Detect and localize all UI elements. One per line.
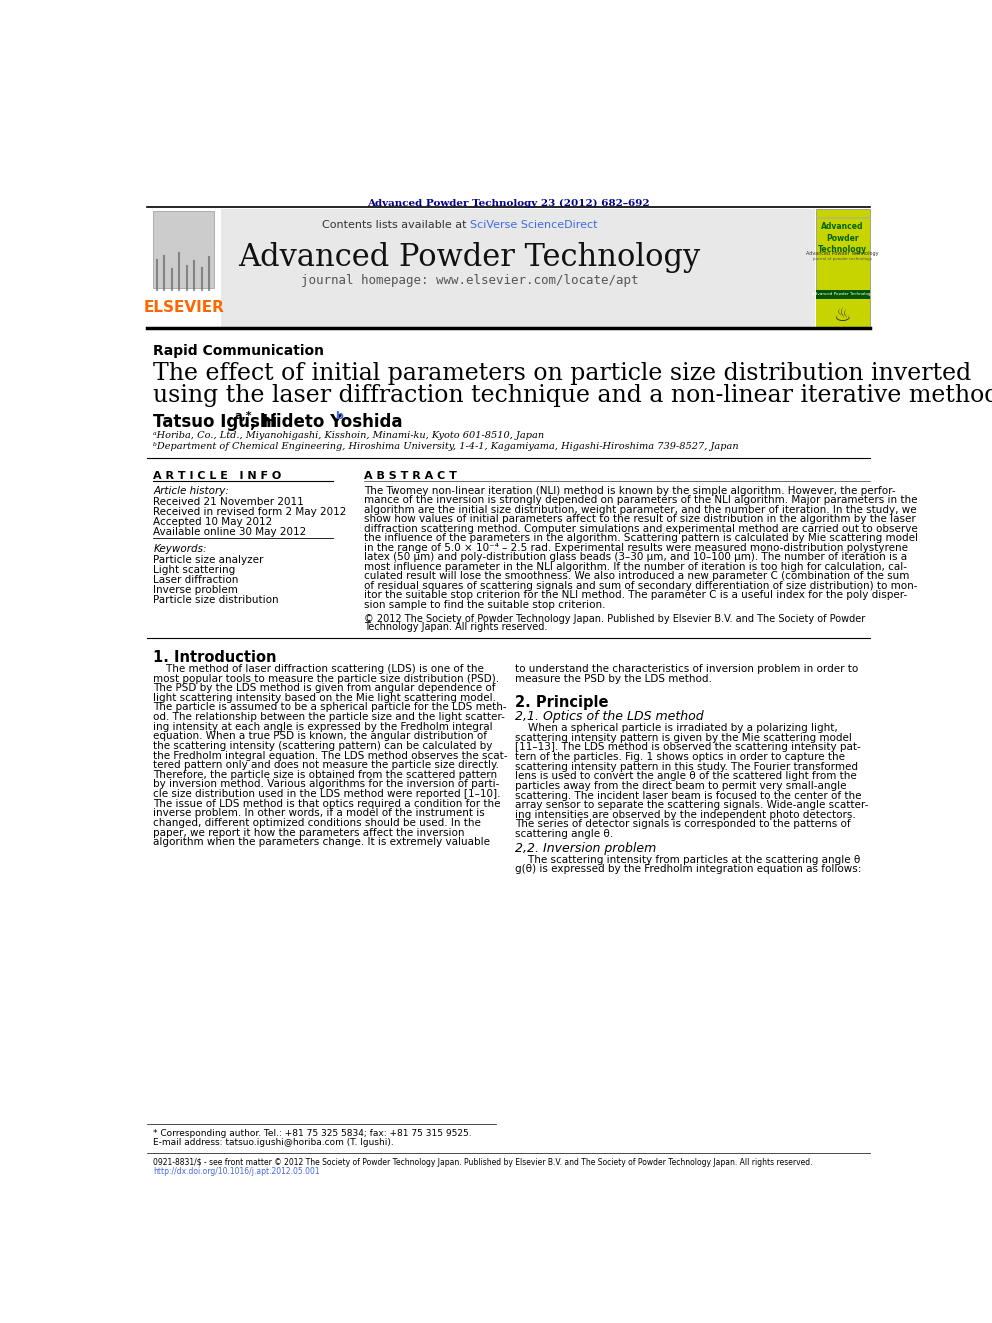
Text: the influence of the parameters in the algorithm. Scattering pattern is calculat: the influence of the parameters in the a… (364, 533, 919, 544)
Text: Light scattering: Light scattering (154, 565, 236, 574)
Bar (816, 209, 870, 328)
Text: The PSD by the LDS method is given from angular dependence of: The PSD by the LDS method is given from … (154, 683, 496, 693)
Text: Advanced Powder Technology: Advanced Powder Technology (238, 242, 700, 273)
Text: The Twomey non-linear iteration (NLI) method is known by the simple algorithm. H: The Twomey non-linear iteration (NLI) me… (364, 486, 896, 496)
Text: Particle size distribution: Particle size distribution (154, 594, 279, 605)
Text: sion sample to find the suitable stop criterion.: sion sample to find the suitable stop cr… (364, 599, 606, 610)
Text: tern of the particles. Fig. 1 shows optics in order to capture the: tern of the particles. Fig. 1 shows opti… (516, 751, 845, 762)
Text: equation. When a true PSD is known, the angular distribution of: equation. When a true PSD is known, the … (154, 732, 487, 741)
Text: Rapid Communication: Rapid Communication (154, 344, 324, 357)
Text: ing intensity at each angle is expressed by the Fredholm integral: ing intensity at each angle is expressed… (154, 721, 493, 732)
Text: Tatsuo Igushi: Tatsuo Igushi (154, 413, 278, 431)
Text: Therefore, the particle size is obtained from the scattered pattern: Therefore, the particle size is obtained… (154, 770, 498, 779)
Text: paper, we report it how the parameters affect the inversion: paper, we report it how the parameters a… (154, 827, 465, 837)
Text: http://dx.doi.org/10.1016/j.apt.2012.05.001: http://dx.doi.org/10.1016/j.apt.2012.05.… (154, 1167, 320, 1176)
Text: Laser diffraction: Laser diffraction (154, 574, 239, 585)
Text: scattering intensity pattern in this study. The Fourier transformed: scattering intensity pattern in this stu… (516, 762, 858, 771)
Text: Article history:: Article history: (154, 486, 229, 496)
Bar (816, 299, 870, 328)
Text: by inversion method. Various algorithms for the inversion of parti-: by inversion method. Various algorithms … (154, 779, 500, 790)
Text: E-mail address: tatsuo.igushi@horiba.com (T. Igushi).: E-mail address: tatsuo.igushi@horiba.com… (154, 1138, 394, 1147)
Text: algorithm are the initial size distribution, weight parameter, and the number of: algorithm are the initial size distribut… (364, 505, 917, 515)
Text: Advanced Powder Technology: Advanced Powder Technology (806, 251, 879, 257)
Text: Received 21 November 2011: Received 21 November 2011 (154, 497, 305, 507)
Text: © 2012 The Society of Powder Technology Japan. Published by Elsevier B.V. and Th: © 2012 The Society of Powder Technology … (364, 614, 865, 624)
Text: scattering. The incident laser beam is focused to the center of the: scattering. The incident laser beam is f… (516, 791, 862, 800)
Text: itor the suitable stop criterion for the NLI method. The parameter C is a useful: itor the suitable stop criterion for the… (364, 590, 908, 601)
Text: Advanced Powder Technology 23 (2012) 682–692: Advanced Powder Technology 23 (2012) 682… (367, 198, 650, 208)
Text: [11–13]. The LDS method is observed the scattering intensity pat-: [11–13]. The LDS method is observed the … (516, 742, 861, 753)
Text: 2,2. Inversion problem: 2,2. Inversion problem (516, 841, 657, 855)
Text: ᵃHoriba, Co., Ltd., Miyanohigashi, Kisshoin, Minami-ku, Kyoto 601-8510, Japan: ᵃHoriba, Co., Ltd., Miyanohigashi, Kissh… (154, 431, 545, 441)
Text: The particle is assumed to be a spherical particle for the LDS meth-: The particle is assumed to be a spherica… (154, 703, 507, 712)
Text: the Fredholm integral equation. The LDS method observes the scat-: the Fredholm integral equation. The LDS … (154, 750, 508, 761)
Text: Keywords:: Keywords: (154, 544, 207, 554)
Text: tered pattern only and does not measure the particle size directly.: tered pattern only and does not measure … (154, 761, 499, 770)
Text: g(θ) is expressed by the Fredholm integration equation as follows:: g(θ) is expressed by the Fredholm integr… (516, 864, 862, 875)
Bar (154, 212, 214, 288)
Text: diffraction scattering method. Computer simulations and experimental method are : diffraction scattering method. Computer … (364, 524, 918, 534)
Text: Particle size analyzer: Particle size analyzer (154, 554, 264, 565)
Text: ᵇDepartment of Chemical Engineering, Hiroshima University, 1-4-1, Kagamiyama, Hi: ᵇDepartment of Chemical Engineering, Hir… (154, 442, 739, 451)
Text: mance of the inversion is strongly depended on parameters of the NLI algorithm. : mance of the inversion is strongly depen… (364, 496, 918, 505)
Text: The method of laser diffraction scattering (LDS) is one of the: The method of laser diffraction scatteri… (154, 664, 484, 673)
Text: the scattering intensity (scattering pattern) can be calculated by: the scattering intensity (scattering pat… (154, 741, 493, 751)
Text: * Corresponding author. Tel.: +81 75 325 5834; fax: +81 75 315 9525.: * Corresponding author. Tel.: +81 75 325… (154, 1129, 472, 1138)
Text: Accepted 10 May 2012: Accepted 10 May 2012 (154, 517, 273, 527)
Text: Technology Japan. All rights reserved.: Technology Japan. All rights reserved. (364, 622, 548, 632)
Text: show how values of initial parameters affect to the result of size distribution : show how values of initial parameters af… (364, 515, 916, 524)
Text: cle size distribution used in the LDS method were reported [1–10].: cle size distribution used in the LDS me… (154, 789, 501, 799)
Text: culated result will lose the smoothness. We also introduced a new parameter C (c: culated result will lose the smoothness.… (364, 572, 910, 581)
Text: 2. Principle: 2. Principle (516, 695, 609, 709)
Text: 1. Introduction: 1. Introduction (154, 650, 277, 665)
Text: scattering angle θ.: scattering angle θ. (516, 830, 614, 839)
Text: latex (50 μm) and poly-distribution glass beads (3–30 μm, and 10–100 μm). The nu: latex (50 μm) and poly-distribution glas… (364, 552, 908, 562)
Text: ing intensities are observed by the independent photo detectors.: ing intensities are observed by the inde… (516, 810, 856, 820)
Text: , Hideto Yoshida: , Hideto Yoshida (250, 413, 402, 431)
Text: most popular tools to measure the particle size distribution (PSD).: most popular tools to measure the partic… (154, 673, 500, 684)
Text: journal homepage: www.elsevier.com/locate/apt: journal homepage: www.elsevier.com/locat… (301, 274, 639, 287)
Text: inverse problem. In other words, if a model of the instrument is: inverse problem. In other words, if a mo… (154, 808, 485, 818)
Text: array sensor to separate the scattering signals. Wide-angle scatter-: array sensor to separate the scattering … (516, 800, 869, 810)
Text: journal of powder technology: journal of powder technology (812, 257, 873, 261)
Text: The series of detector signals is corresponded to the patterns of: The series of detector signals is corres… (516, 819, 851, 830)
Text: using the laser diffraction technique and a non-linear iterative method: using the laser diffraction technique an… (154, 384, 992, 406)
Text: A B S T R A C T: A B S T R A C T (364, 471, 457, 480)
Text: most influence parameter in the NLI algorithm. If the number of iteration is too: most influence parameter in the NLI algo… (364, 562, 908, 572)
Text: A R T I C L E   I N F O: A R T I C L E I N F O (154, 471, 282, 480)
Text: to understand the characteristics of inversion problem in order to: to understand the characteristics of inv… (516, 664, 859, 673)
Text: ELSEVIER: ELSEVIER (143, 300, 224, 315)
Text: SciVerse ScienceDirect: SciVerse ScienceDirect (469, 221, 597, 230)
Text: algorithm when the parameters change. It is extremely valuable: algorithm when the parameters change. It… (154, 837, 490, 847)
Text: od. The relationship between the particle size and the light scatter-: od. The relationship between the particl… (154, 712, 505, 722)
Text: 2,1. Optics of the LDS method: 2,1. Optics of the LDS method (516, 710, 704, 724)
Text: light scattering intensity based on the Mie light scattering model.: light scattering intensity based on the … (154, 693, 496, 703)
Text: measure the PSD by the LDS method.: measure the PSD by the LDS method. (516, 673, 712, 684)
Text: The scattering intensity from particles at the scattering angle θ: The scattering intensity from particles … (516, 855, 861, 865)
Text: a,*: a,* (235, 410, 252, 421)
Text: Received in revised form 2 May 2012: Received in revised form 2 May 2012 (154, 507, 347, 517)
Text: scattering intensity pattern is given by the Mie scattering model: scattering intensity pattern is given by… (516, 733, 852, 742)
Text: in the range of 5.0 × 10⁻⁴ – 2.5 rad. Experimental results were measured mono-di: in the range of 5.0 × 10⁻⁴ – 2.5 rad. Ex… (364, 542, 909, 553)
Text: of residual squares of scattering signals and sum of secondary differentiation o: of residual squares of scattering signal… (364, 581, 918, 591)
Text: ♨: ♨ (833, 306, 851, 324)
Text: The issue of LDS method is that optics required a condition for the: The issue of LDS method is that optics r… (154, 799, 501, 808)
Text: changed, different optimized conditions should be used. In the: changed, different optimized conditions … (154, 818, 481, 828)
Bar (816, 290, 870, 299)
Text: 0921-8831/$ - see front matter © 2012 The Society of Powder Technology Japan. Pu: 0921-8831/$ - see front matter © 2012 Th… (154, 1158, 813, 1167)
Text: Inverse problem: Inverse problem (154, 585, 238, 594)
FancyBboxPatch shape (147, 209, 815, 328)
Text: Advanced Powder Technology: Advanced Powder Technology (811, 292, 873, 296)
Text: Contents lists available at: Contents lists available at (321, 221, 469, 230)
Text: particles away from the direct beam to permit very small-angle: particles away from the direct beam to p… (516, 781, 847, 791)
Text: Advanced
Powder
Technology: Advanced Powder Technology (817, 222, 867, 254)
Text: When a spherical particle is irradiated by a polarizing light,: When a spherical particle is irradiated … (516, 724, 838, 733)
Text: lens is used to convert the angle θ of the scattered light from the: lens is used to convert the angle θ of t… (516, 771, 857, 782)
Text: The effect of initial parameters on particle size distribution inverted: The effect of initial parameters on part… (154, 363, 972, 385)
Text: b: b (335, 410, 342, 421)
Bar (147, 209, 221, 328)
Text: Available online 30 May 2012: Available online 30 May 2012 (154, 527, 307, 537)
